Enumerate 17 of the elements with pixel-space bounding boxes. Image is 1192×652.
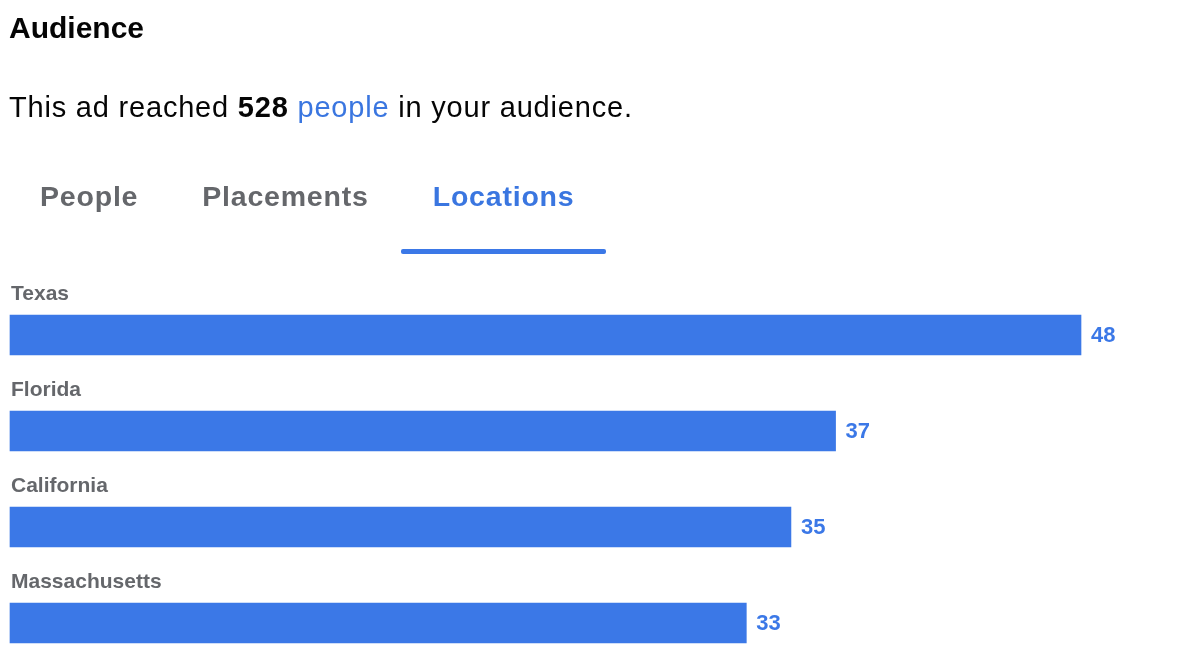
bar bbox=[9, 602, 747, 644]
bar bbox=[9, 314, 1082, 356]
text: People bbox=[40, 180, 139, 212]
bar bbox=[9, 506, 792, 548]
y-tick-label: Florida bbox=[11, 376, 82, 400]
text: Placements bbox=[202, 180, 369, 212]
data-label: 33 bbox=[756, 610, 781, 636]
chart-title: Audience bbox=[9, 10, 145, 46]
bar bbox=[9, 410, 836, 452]
y-tick-label: Massachusetts bbox=[11, 568, 162, 592]
text: Locations bbox=[432, 180, 575, 212]
y-tick-label: California bbox=[11, 472, 109, 496]
data-label: 35 bbox=[800, 514, 826, 540]
data-label: 37 bbox=[845, 418, 871, 444]
y-tick-label: Texas bbox=[11, 280, 69, 304]
data-label: 48 bbox=[1091, 322, 1116, 348]
chart-subtitle: This ad reached 528 people in your audience. bbox=[9, 90, 633, 125]
